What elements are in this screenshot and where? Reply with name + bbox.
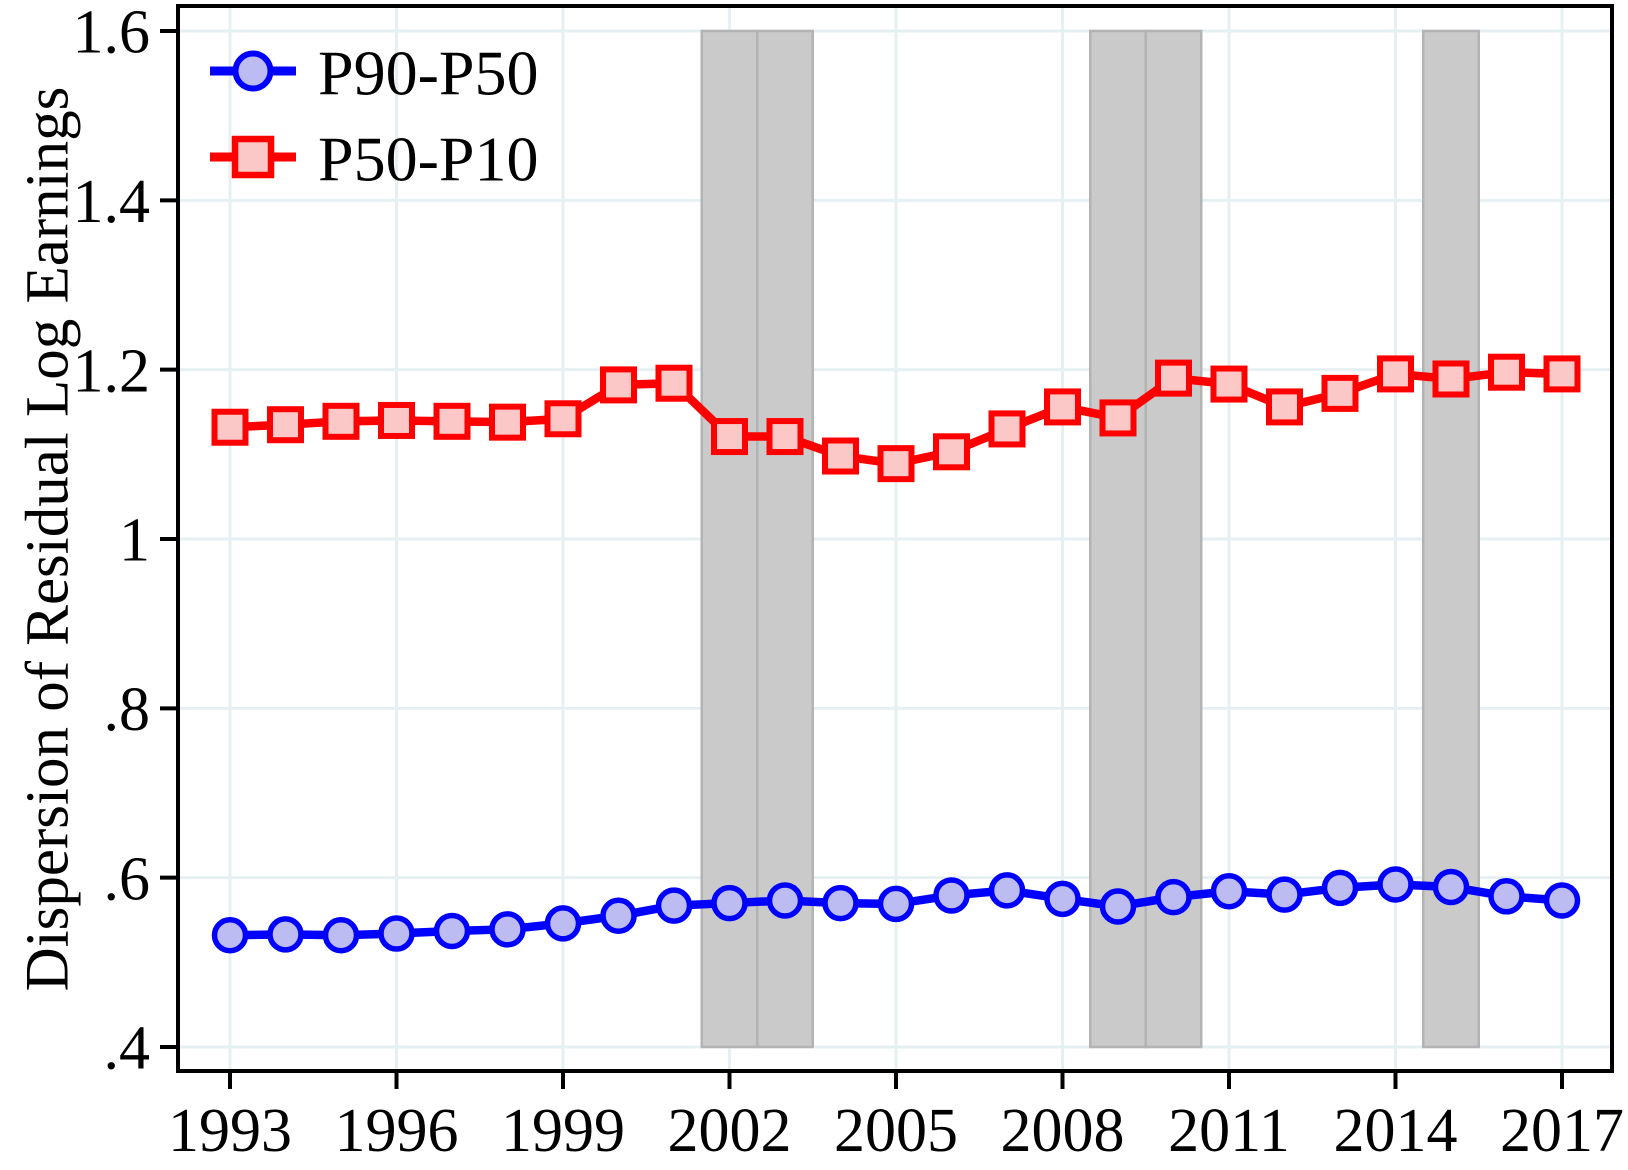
data-point-p50-p10 (1099, 399, 1137, 437)
y-tick-label: 1.2 (73, 337, 151, 405)
legend-label: P90-P50 (318, 38, 539, 109)
data-point-p90-p50 (1432, 868, 1470, 906)
recession-band (1144, 29, 1203, 1049)
data-point-p50-p10 (267, 406, 304, 444)
data-point-p90-p50 (267, 916, 304, 953)
data-point-p90-p50 (1155, 878, 1192, 916)
y-tick-label: .4 (104, 1015, 151, 1083)
data-point-p90-p50 (822, 884, 859, 922)
data-point-p50-p10 (988, 410, 1026, 448)
data-point-p50-p10 (1210, 365, 1248, 403)
x-tick-label: 2011 (1168, 1097, 1290, 1165)
data-point-p50-p10 (1543, 355, 1581, 393)
data-point-p50-p10 (1044, 388, 1081, 426)
y-tick-label: .8 (104, 676, 151, 744)
data-point-p90-p50 (877, 885, 915, 923)
data-point-p50-p10 (378, 401, 415, 439)
x-tick-label: 2017 (1500, 1097, 1624, 1165)
data-point-p90-p50 (933, 877, 970, 914)
data-point-p90-p50 (1210, 872, 1248, 910)
data-point-p50-p10 (433, 402, 471, 440)
data-point-p50-p10 (1377, 355, 1414, 393)
data-point-p90-p50 (655, 887, 693, 924)
x-tick-label: 1996 (335, 1097, 459, 1165)
data-point-p50-p10 (1432, 360, 1470, 398)
data-point-p50-p10 (322, 402, 360, 440)
data-point-p90-p50 (211, 916, 249, 954)
data-point-p50-p10 (877, 445, 915, 483)
data-point-p50-p10 (1266, 388, 1303, 426)
data-point-p90-p50 (433, 912, 471, 950)
legend-label: P50-P10 (318, 124, 539, 195)
data-point-p90-p50 (1543, 882, 1581, 919)
y-axis-title: Dispersion of Residual Log Earnings (14, 87, 81, 992)
data-point-p50-p10 (655, 364, 693, 402)
data-point-p50-p10 (544, 400, 582, 438)
recession-band (700, 29, 759, 1049)
data-point-p50-p10 (766, 418, 804, 456)
data-point-p50-p10 (489, 403, 526, 441)
data-point-p90-p50 (1488, 878, 1525, 915)
x-tick-label: 2005 (834, 1097, 958, 1165)
x-tick-label: 2002 (668, 1097, 792, 1165)
data-point-p90-p50 (1044, 880, 1081, 918)
data-point-p50-p10 (1321, 374, 1359, 412)
recession-band (756, 29, 814, 1049)
data-point-p50-p10 (933, 433, 970, 471)
data-point-p50-p10 (1155, 359, 1192, 397)
x-tick-label: 2014 (1334, 1097, 1458, 1165)
legend-item-p90-p50: P90-P50 (210, 38, 539, 109)
data-point-p90-p50 (600, 897, 637, 935)
data-point-p50-p10 (822, 437, 859, 475)
data-point-p50-p10 (711, 418, 748, 456)
data-point-p50-p10 (600, 366, 637, 404)
data-point-p90-p50 (988, 872, 1026, 909)
data-point-p50-p10 (1488, 353, 1525, 391)
legend-item-p50-p10: P50-P10 (210, 124, 539, 195)
x-tick-label: 2008 (1001, 1097, 1125, 1165)
data-point-p90-p50 (1099, 888, 1137, 925)
y-tick-label: 1.6 (73, 0, 151, 67)
data-point-p90-p50 (1321, 869, 1359, 907)
recession-band (1089, 29, 1147, 1049)
data-point-p90-p50 (1377, 866, 1414, 903)
legend-marker-circle (232, 50, 274, 92)
y-tick-label: 1 (119, 507, 150, 575)
data-point-p90-p50 (711, 884, 748, 922)
data-point-p50-p10 (211, 408, 249, 446)
y-tick-label: 1.4 (73, 168, 151, 236)
data-point-p90-p50 (378, 915, 415, 952)
data-point-p90-p50 (1266, 876, 1303, 913)
data-point-p90-p50 (489, 911, 526, 948)
data-point-p90-p50 (544, 905, 582, 942)
y-tick-label: .6 (104, 845, 151, 913)
x-tick-label: 1993 (168, 1097, 292, 1165)
data-point-p90-p50 (322, 916, 360, 954)
legend-marker-square (231, 135, 275, 179)
data-point-p90-p50 (766, 882, 804, 919)
x-tick-label: 1999 (501, 1097, 625, 1165)
